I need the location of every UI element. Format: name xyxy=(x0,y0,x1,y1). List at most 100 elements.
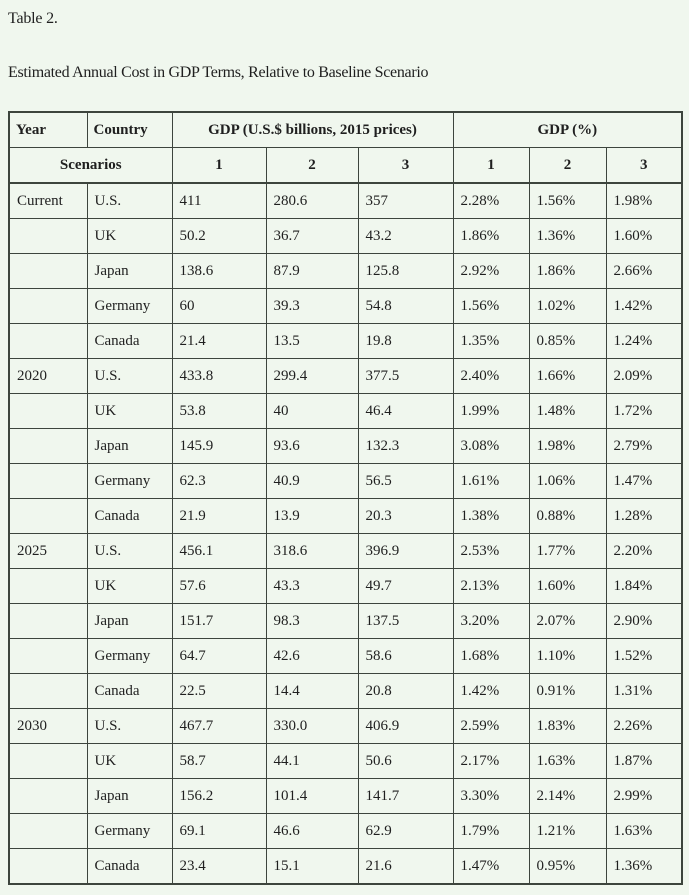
country-cell: U.S. xyxy=(86,533,173,569)
gdp-billions-s2-cell: 13.9 xyxy=(265,498,359,534)
gdp-percent-s2-cell: 1.77% xyxy=(528,533,607,569)
gdp-percent-s2-cell: 0.88% xyxy=(528,498,607,534)
gdp-percent-s1-cell: 1.61% xyxy=(452,463,530,499)
table-row: UK 50.2 36.7 43.2 1.86% 1.36% 1.60% xyxy=(8,218,683,254)
gdp-billions-s3-cell: 19.8 xyxy=(357,323,454,359)
gdp-percent-s1-cell: 2.59% xyxy=(452,708,530,744)
gdp-percent-s3-cell: 1.52% xyxy=(605,638,683,674)
gdp-cost-table: Year Country GDP (U.S.$ billions, 2015 p… xyxy=(8,111,684,885)
gdp-billions-s3-cell: 58.6 xyxy=(357,638,454,674)
year-cell xyxy=(8,568,88,604)
gdp-percent-s1-cell: 1.35% xyxy=(452,323,530,359)
gdp-percent-s2-cell: 1.66% xyxy=(528,358,607,394)
gdp-percent-s3-cell: 2.66% xyxy=(605,253,683,289)
gdp-billions-s2-cell: 44.1 xyxy=(265,743,359,779)
gdp-billions-s3-cell: 20.3 xyxy=(357,498,454,534)
gdp-billions-s1-cell: 433.8 xyxy=(171,358,267,394)
gdp-billions-s1-cell: 22.5 xyxy=(171,673,267,709)
gdp-percent-s3-cell: 2.09% xyxy=(605,358,683,394)
gdp-billions-s3-cell: 406.9 xyxy=(357,708,454,744)
gdp-billions-s1-cell: 21.4 xyxy=(171,323,267,359)
table-row: Canada 21.9 13.9 20.3 1.38% 0.88% 1.28% xyxy=(8,498,683,534)
gdp-billions-s1-cell: 57.6 xyxy=(171,568,267,604)
table-row: Germany 64.7 42.6 58.6 1.68% 1.10% 1.52% xyxy=(8,638,683,674)
gdp-percent-s1-cell: 2.40% xyxy=(452,358,530,394)
gdp-billions-s2-cell: 40 xyxy=(265,393,359,429)
gdp-billions-s2-cell: 87.9 xyxy=(265,253,359,289)
country-cell: UK xyxy=(86,568,173,604)
year-cell xyxy=(8,778,88,814)
gdp-billions-s1-cell: 58.7 xyxy=(171,743,267,779)
gdp-percent-s3-cell: 2.20% xyxy=(605,533,683,569)
year-cell xyxy=(8,498,88,534)
scenario-1-billions-header: 1 xyxy=(171,147,267,184)
gdp-billions-s3-cell: 396.9 xyxy=(357,533,454,569)
gdp-billions-s1-cell: 23.4 xyxy=(171,848,267,885)
year-cell xyxy=(8,603,88,639)
table-row: Canada 21.4 13.5 19.8 1.35% 0.85% 1.24% xyxy=(8,323,683,359)
gdp-percent-s3-cell: 1.98% xyxy=(605,182,683,219)
gdp-percent-s1-cell: 1.47% xyxy=(452,848,530,885)
table-row: UK 53.8 40 46.4 1.99% 1.48% 1.72% xyxy=(8,393,683,429)
gdp-percent-s3-cell: 2.90% xyxy=(605,603,683,639)
table-row: Japan 151.7 98.3 137.5 3.20% 2.07% 2.90% xyxy=(8,603,683,639)
gdp-billions-s3-cell: 20.8 xyxy=(357,673,454,709)
gdp-billions-s1-cell: 60 xyxy=(171,288,267,324)
gdp-percent-s2-cell: 1.48% xyxy=(528,393,607,429)
table-row: 2020 U.S. 433.8 299.4 377.5 2.40% 1.66% 2.09% xyxy=(8,358,683,394)
gdp-percent-s3-cell: 1.24% xyxy=(605,323,683,359)
gdp-billions-s3-cell: 21.6 xyxy=(357,848,454,885)
gdp-billions-s2-cell: 98.3 xyxy=(265,603,359,639)
gdp-billions-s2-cell: 15.1 xyxy=(265,848,359,885)
gdp-billions-s2-cell: 40.9 xyxy=(265,463,359,499)
year-cell xyxy=(8,393,88,429)
table-body: Current U.S. 411 280.6 357 2.28% 1.56% 1.98% UK 5… xyxy=(8,182,683,885)
scenario-2-billions-header: 2 xyxy=(265,147,359,184)
table-header: Year Country GDP (U.S.$ billions, 2015 p… xyxy=(8,111,683,184)
scenario-1-percent-header: 1 xyxy=(452,147,530,184)
gdp-percent-group-header: GDP (%) xyxy=(452,111,683,148)
country-cell: U.S. xyxy=(86,708,173,744)
gdp-percent-s3-cell: 1.72% xyxy=(605,393,683,429)
table-row: 2030 U.S. 467.7 330.0 406.9 2.59% 1.83% 2.26% xyxy=(8,708,683,744)
country-cell: UK xyxy=(86,218,173,254)
gdp-percent-s2-cell: 1.83% xyxy=(528,708,607,744)
page-subtitle: Estimated Annual Cost in GDP Terms, Rela… xyxy=(8,64,429,81)
gdp-percent-s2-cell: 1.63% xyxy=(528,743,607,779)
country-cell: Canada xyxy=(86,498,173,534)
country-cell: Germany xyxy=(86,288,173,324)
table-row: Germany 60 39.3 54.8 1.56% 1.02% 1.42% xyxy=(8,288,683,324)
gdp-billions-s2-cell: 330.0 xyxy=(265,708,359,744)
gdp-billions-s2-cell: 318.6 xyxy=(265,533,359,569)
gdp-percent-s3-cell: 1.31% xyxy=(605,673,683,709)
gdp-percent-s1-cell: 3.30% xyxy=(452,778,530,814)
country-cell: U.S. xyxy=(86,182,173,219)
gdp-billions-s3-cell: 54.8 xyxy=(357,288,454,324)
gdp-percent-s3-cell: 1.42% xyxy=(605,288,683,324)
year-cell xyxy=(8,218,88,254)
gdp-billions-s2-cell: 280.6 xyxy=(265,182,359,219)
gdp-percent-s3-cell: 1.60% xyxy=(605,218,683,254)
scenario-3-billions-header: 3 xyxy=(357,147,454,184)
year-column-header: Year xyxy=(8,111,88,148)
country-column-header: Country xyxy=(86,111,173,148)
country-cell: Germany xyxy=(86,638,173,674)
gdp-percent-s1-cell: 2.92% xyxy=(452,253,530,289)
table-row: Canada 22.5 14.4 20.8 1.42% 0.91% 1.31% xyxy=(8,673,683,709)
scenario-2-percent-header: 2 xyxy=(528,147,607,184)
country-cell: Germany xyxy=(86,463,173,499)
gdp-billions-s2-cell: 46.6 xyxy=(265,813,359,849)
gdp-billions-s2-cell: 43.3 xyxy=(265,568,359,604)
gdp-billions-s3-cell: 50.6 xyxy=(357,743,454,779)
gdp-billions-s1-cell: 50.2 xyxy=(171,218,267,254)
gdp-billions-group-header: GDP (U.S.$ billions, 2015 prices) xyxy=(171,111,454,148)
gdp-percent-s2-cell: 1.06% xyxy=(528,463,607,499)
gdp-percent-s2-cell: 1.10% xyxy=(528,638,607,674)
gdp-billions-s1-cell: 411 xyxy=(171,182,267,219)
table-row: 2025 U.S. 456.1 318.6 396.9 2.53% 1.77% 2.20% xyxy=(8,533,683,569)
gdp-billions-s1-cell: 21.9 xyxy=(171,498,267,534)
country-cell: Japan xyxy=(86,428,173,464)
gdp-billions-s3-cell: 46.4 xyxy=(357,393,454,429)
gdp-billions-s1-cell: 156.2 xyxy=(171,778,267,814)
